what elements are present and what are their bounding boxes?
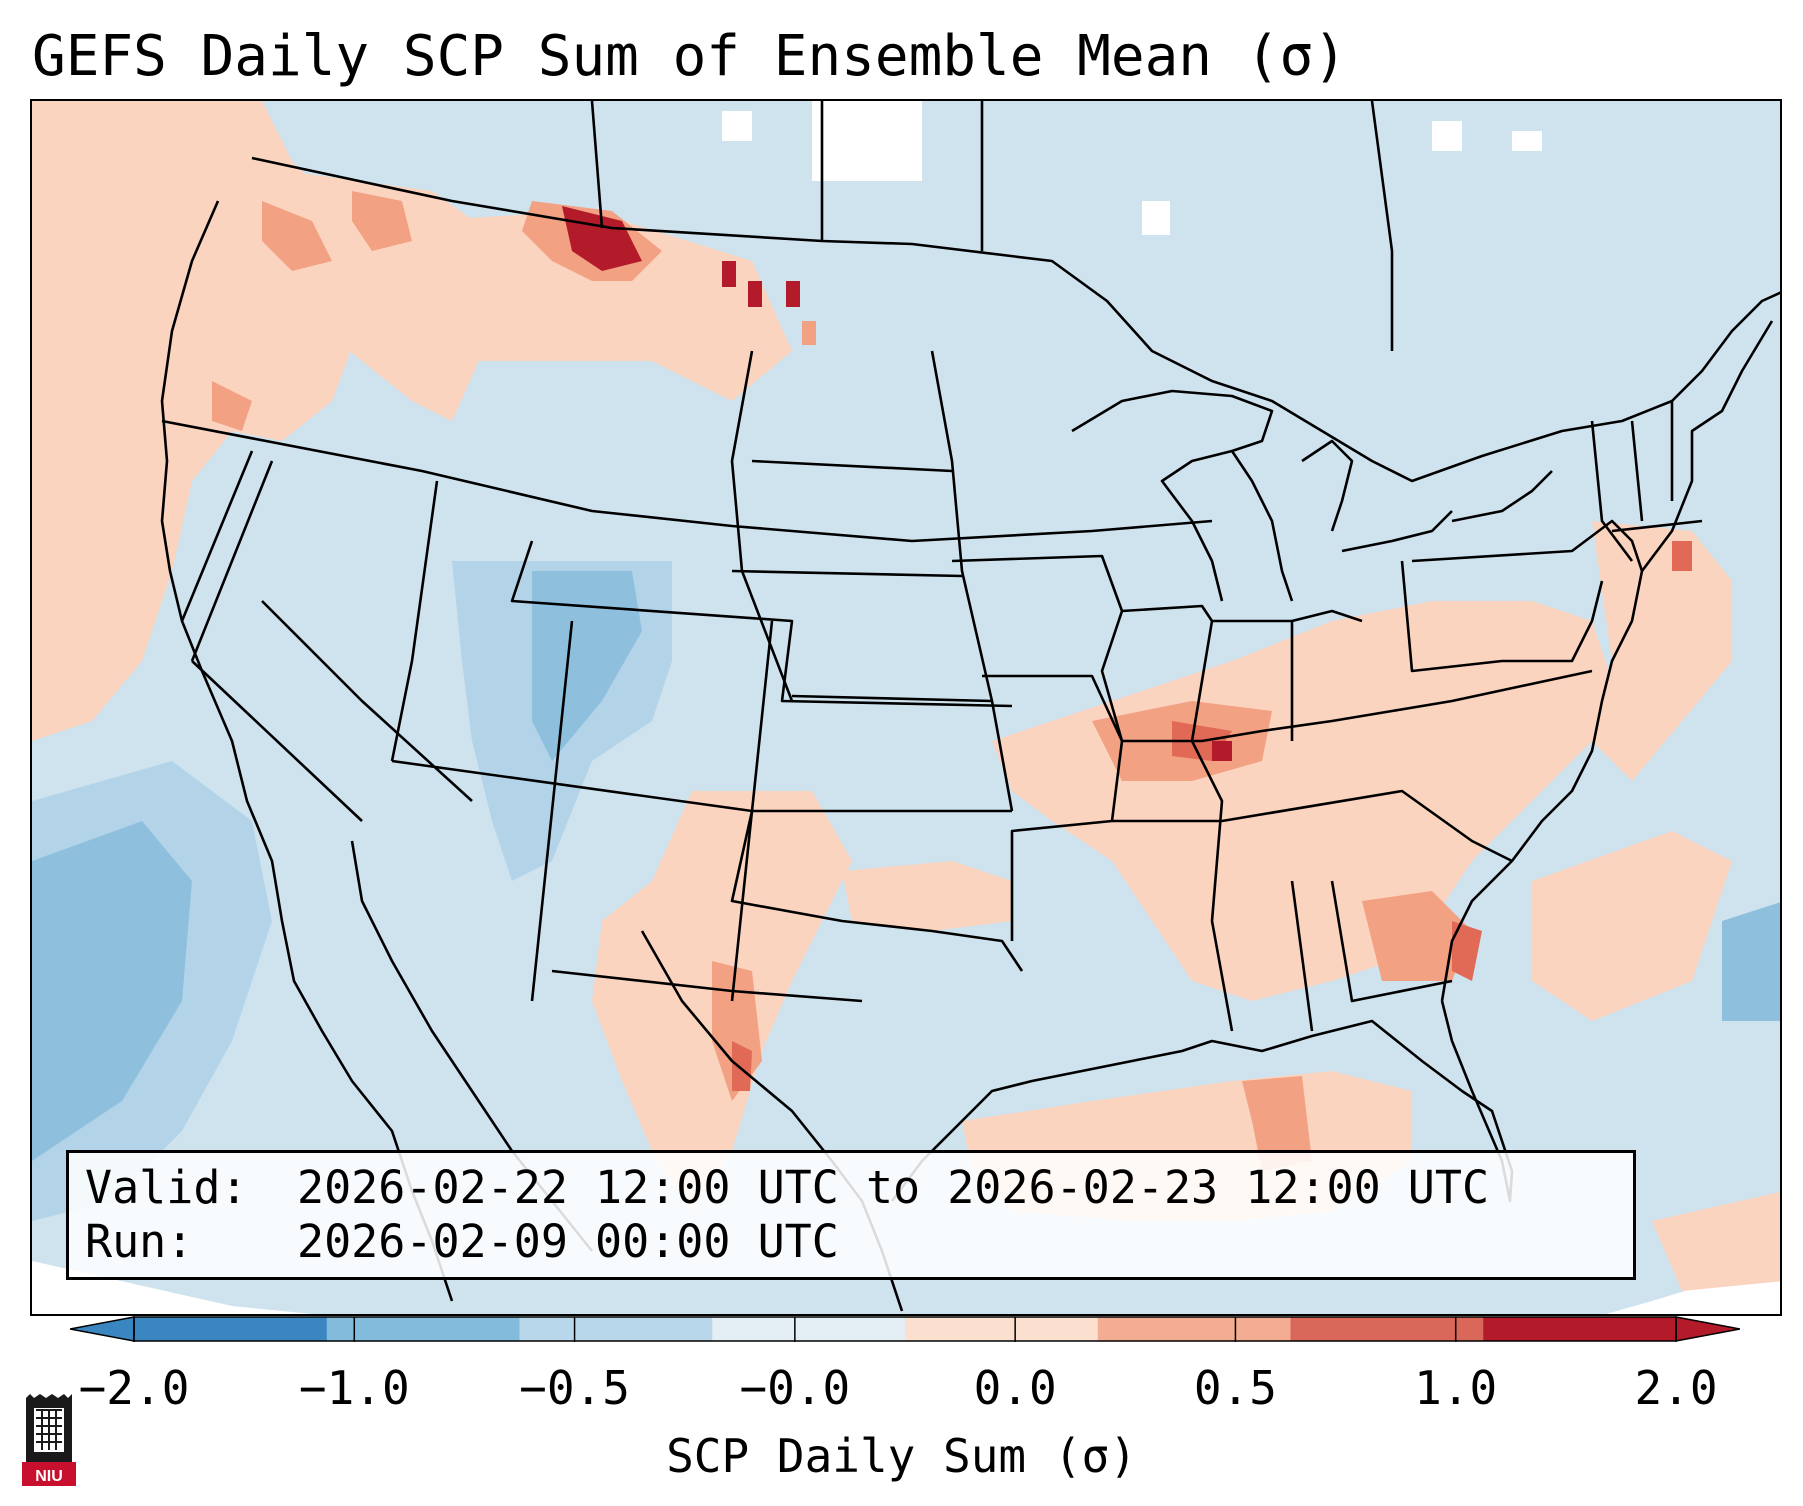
colorbar-bin xyxy=(905,1317,1099,1341)
colorbar-label: SCP Daily Sum (σ) xyxy=(666,1429,1137,1483)
colorbar-tick-label: −1.0 xyxy=(298,1361,410,1415)
colorbar-tick-label: 2.0 xyxy=(1634,1361,1718,1415)
colorbar-bin xyxy=(1097,1317,1291,1341)
field-region xyxy=(1652,1191,1780,1291)
map-title: GEFS Daily SCP Sum of Ensemble Mean (σ) xyxy=(32,24,1347,89)
field-region xyxy=(1242,1076,1312,1171)
field-region xyxy=(212,381,252,431)
run-time-row: Run: 2026-02-09 00:00 UTC xyxy=(85,1215,1619,1269)
negative-region-core xyxy=(532,571,642,761)
colorbar-tick-label: 0.5 xyxy=(1193,1361,1277,1415)
no-data-cell xyxy=(722,111,752,141)
state-line xyxy=(1121,604,1363,623)
field-region xyxy=(732,1041,752,1091)
state-line xyxy=(390,480,439,762)
colorbar-bin xyxy=(134,1317,328,1341)
field-region xyxy=(1672,541,1692,571)
positive-region-montana xyxy=(412,211,792,401)
field-cell xyxy=(802,321,816,345)
state-line xyxy=(161,419,1213,543)
state-line xyxy=(1290,621,1453,1032)
great-lakes xyxy=(1071,389,1553,602)
state-line xyxy=(180,450,254,622)
field-region xyxy=(1212,741,1232,761)
field-region xyxy=(1362,891,1472,981)
us-canada-border xyxy=(251,156,1780,483)
state-line xyxy=(730,810,1024,972)
colorbar-bin xyxy=(326,1317,520,1341)
state-line xyxy=(190,460,363,822)
colorbar-tick-label: −2.0 xyxy=(78,1361,190,1415)
state-line xyxy=(1190,620,1234,1032)
no-data-cell xyxy=(1142,201,1170,235)
no-data-cell xyxy=(1512,131,1542,151)
field-cell xyxy=(786,281,800,307)
field-region xyxy=(1452,921,1482,981)
niu-castle-icon: NIU xyxy=(22,1394,76,1486)
pacific-coastline xyxy=(160,200,454,1302)
state-line xyxy=(730,350,794,702)
colorbar-bin xyxy=(519,1317,713,1341)
scp-anomaly-field xyxy=(32,101,1780,1314)
colorbar-tick-label: −0.0 xyxy=(739,1361,851,1415)
projection-edge xyxy=(1606,1262,1780,1314)
colorbar-tick-label: −0.5 xyxy=(519,1361,630,1415)
field-cell xyxy=(748,281,762,307)
colorbar-bins xyxy=(70,1316,1740,1342)
state-line xyxy=(982,674,1124,941)
atlantic-coastline xyxy=(1440,320,1774,1002)
field-region xyxy=(32,821,192,1161)
colorbar-under-arrow xyxy=(70,1316,135,1342)
validity-info-box: Valid: 2026-02-22 12:00 UTC to 2026-02-2… xyxy=(66,1150,1636,1280)
no-data-cell xyxy=(1432,121,1462,151)
run-value: 2026-02-09 00:00 UTC xyxy=(297,1215,839,1268)
scp-field-map xyxy=(32,101,1780,1314)
state-line xyxy=(1122,669,1593,743)
state-line xyxy=(731,459,993,703)
no-data-cell xyxy=(812,101,922,181)
state-line xyxy=(510,540,1013,708)
valid-value: 2026-02-22 12:00 UTC to 2026-02-23 12:00… xyxy=(297,1161,1490,1214)
positive-region-atlantic xyxy=(1592,521,1732,781)
state-line xyxy=(1400,560,1604,673)
run-label: Run: xyxy=(85,1215,194,1268)
colorbar-tick-label: 1.0 xyxy=(1414,1361,1498,1415)
field-region xyxy=(842,861,1012,931)
projection-edge xyxy=(32,1261,312,1314)
niu-logo: NIU xyxy=(20,1392,78,1488)
province-line xyxy=(590,101,1394,351)
colorbar-tick-label: 0.0 xyxy=(973,1361,1057,1415)
colorbar-over-arrow xyxy=(1675,1316,1740,1342)
state-line xyxy=(1411,519,1644,572)
field-region xyxy=(1532,831,1732,1021)
negative-region-atlantic xyxy=(1722,902,1780,1021)
field-cell xyxy=(722,261,736,287)
field-region xyxy=(352,191,412,251)
logo-text: NIU xyxy=(35,1468,63,1485)
map-panel xyxy=(30,99,1782,1316)
state-line xyxy=(1112,789,1513,863)
colorbar-bin xyxy=(1290,1317,1484,1341)
valid-label: Valid: xyxy=(85,1161,248,1214)
colorbar-bin xyxy=(712,1317,906,1341)
colorbar-bin xyxy=(1483,1317,1677,1341)
field-region xyxy=(262,201,332,271)
valid-time-row: Valid: 2026-02-22 12:00 UTC to 2026-02-2… xyxy=(85,1161,1619,1215)
colorbar xyxy=(70,1316,1740,1342)
state-line xyxy=(1590,401,1703,562)
state-line xyxy=(930,350,1014,812)
